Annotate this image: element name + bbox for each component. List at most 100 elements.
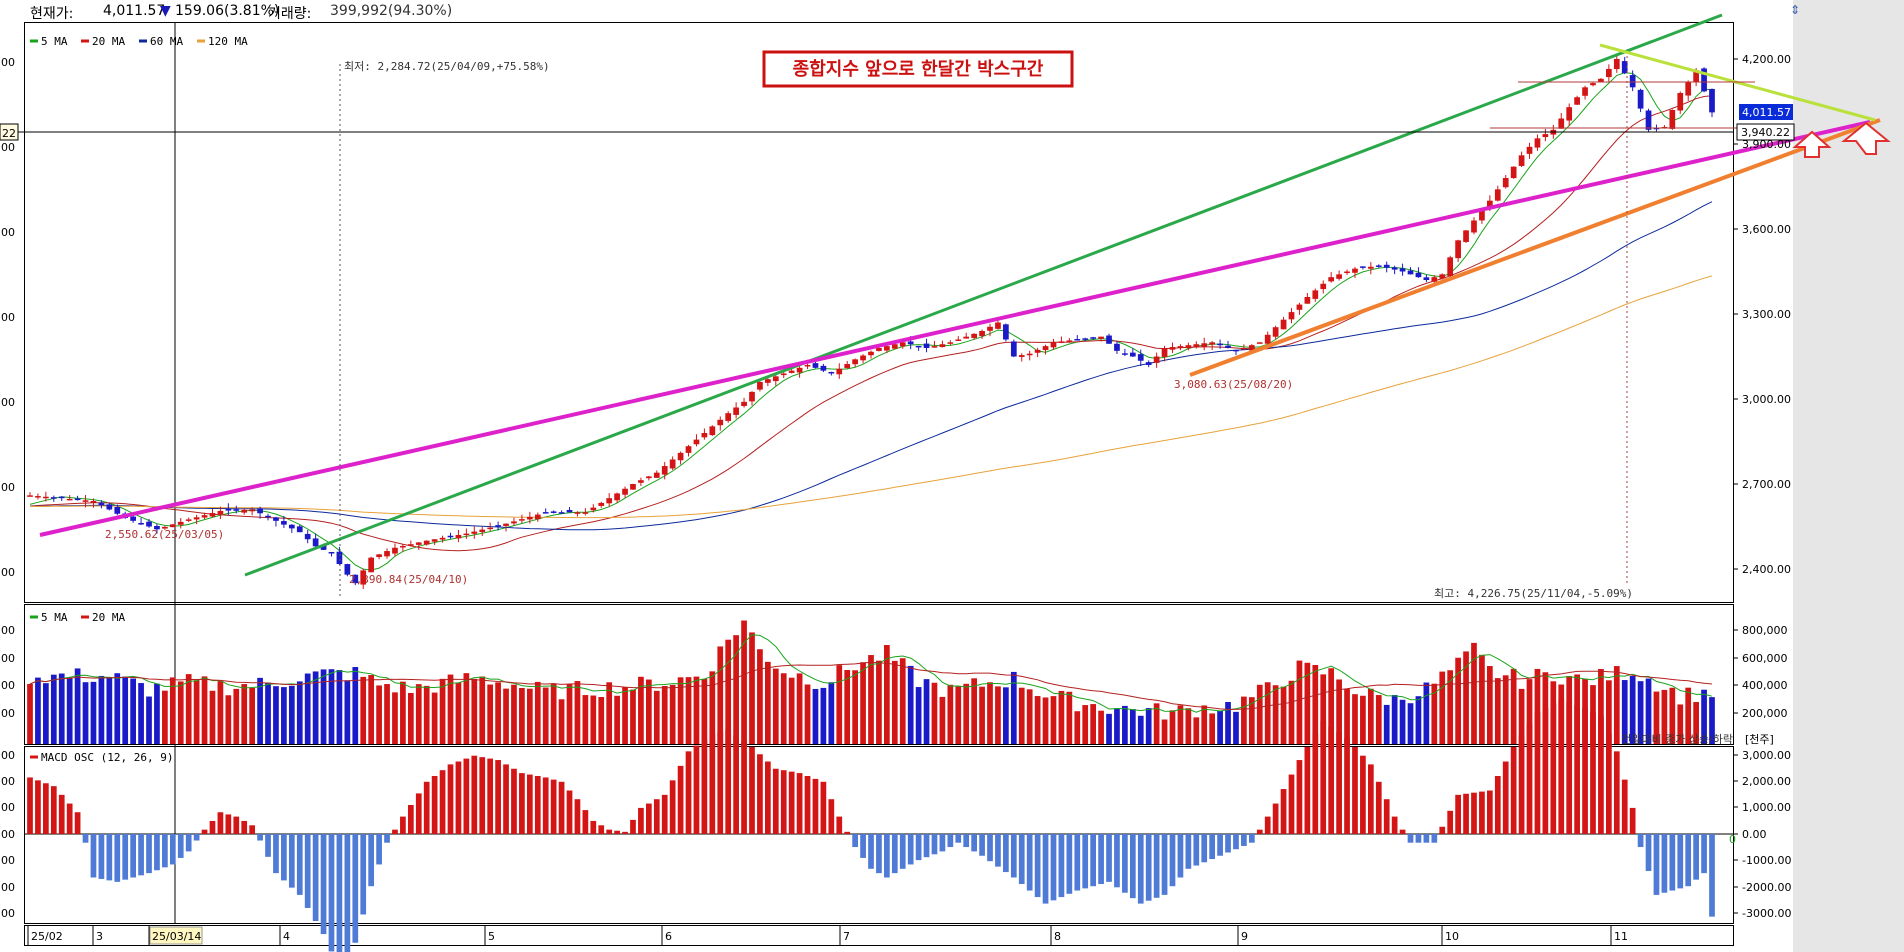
- macd-bar: [1367, 764, 1374, 834]
- left-macd-tick-label: 00: [1, 881, 15, 894]
- macd-bar: [693, 745, 700, 834]
- price-tick-label: 3,000.00: [1742, 393, 1791, 406]
- x-tick-label: 4: [283, 930, 290, 943]
- macd-bar: [1264, 816, 1271, 834]
- macd-bar: [645, 803, 652, 834]
- volume-bar: [534, 681, 541, 744]
- candle-body: [1526, 146, 1533, 154]
- volume-bar: [471, 678, 478, 744]
- candle-body: [542, 512, 549, 514]
- candle-body: [1502, 178, 1509, 188]
- macd-bar: [130, 834, 136, 878]
- macd-bar: [249, 825, 256, 834]
- candle-body: [1129, 352, 1136, 357]
- candle-body: [138, 522, 144, 525]
- candle-body: [836, 368, 843, 375]
- volume-bar: [1106, 713, 1112, 744]
- volume-bar: [1407, 703, 1414, 744]
- candle-body: [1098, 336, 1104, 339]
- candle-body: [1241, 348, 1247, 350]
- price-panel-frame: [24, 22, 1734, 603]
- legend-label: 120 MA: [208, 35, 248, 48]
- volume-bar: [1701, 689, 1707, 744]
- macd-bar: [717, 731, 724, 834]
- macd-bar: [947, 834, 954, 848]
- volume-tick-label: 200,000: [1742, 707, 1788, 720]
- left-macd-tick-label: 00: [1, 775, 15, 788]
- candle-body: [1312, 290, 1319, 299]
- volume-bar: [344, 680, 351, 744]
- candle-body: [638, 480, 644, 483]
- volume-bar: [415, 684, 422, 744]
- price-tick-label: 3,600.00: [1742, 223, 1791, 236]
- candle-body: [566, 509, 573, 513]
- info-bar: 현재가: 4,011.57 ▼ 159.06(3.81%) 거래량: 399,9…: [0, 0, 1735, 22]
- macd-bar: [1328, 726, 1335, 834]
- candle-body: [772, 376, 779, 382]
- macd-bar: [1288, 774, 1295, 834]
- candle-body: [1090, 337, 1097, 339]
- volume-bars: [27, 620, 1715, 744]
- candle-body: [368, 557, 375, 573]
- legend-label: 5 MA: [41, 35, 68, 48]
- candle-body: [1669, 110, 1676, 129]
- volume-bar: [1677, 704, 1684, 744]
- volume-bar: [907, 665, 914, 744]
- volume-bar: [979, 686, 985, 744]
- volume-bar: [955, 686, 962, 744]
- candle-body: [1709, 88, 1715, 113]
- scroll-arrow-icon[interactable]: ⇕: [1790, 3, 1800, 17]
- candle-body: [1653, 127, 1660, 130]
- panel-frames: [24, 22, 1734, 946]
- trend-line-green: [244, 13, 1723, 577]
- volume-bar: [265, 682, 271, 744]
- macd-bar: [162, 834, 168, 868]
- volume-bar: [249, 687, 256, 744]
- macd-bar: [1383, 799, 1390, 834]
- macd-bar: [1550, 703, 1557, 834]
- volume-bar: [1018, 687, 1025, 744]
- macd-bar: [995, 834, 1001, 867]
- macd-bar: [852, 834, 858, 848]
- candle-body: [1407, 270, 1414, 275]
- macd-bar: [979, 834, 985, 856]
- candle-body: [1248, 345, 1255, 351]
- macd-bar: [122, 834, 129, 880]
- left-volume-tick-label: 00: [1, 679, 15, 692]
- candle-body: [1439, 274, 1446, 279]
- candle-body: [1264, 334, 1271, 344]
- macd-bar: [1225, 834, 1231, 853]
- annotation-text: 종합지수 앞으로 한달간 박스구간: [793, 58, 1044, 80]
- macd-tick-label: 0.00: [1742, 828, 1767, 841]
- candle-body: [780, 373, 787, 376]
- low-annotation-c: 3,080.63(25/08/20): [1174, 378, 1293, 391]
- candle-body: [1153, 356, 1160, 363]
- volume-bar: [638, 676, 644, 744]
- candle-body: [43, 496, 49, 499]
- volume-bar: [1137, 715, 1144, 744]
- candle-body: [328, 552, 335, 554]
- volume-bar: [320, 669, 327, 744]
- left-macd-tick-label: 00: [1, 749, 15, 762]
- volume-bar: [511, 684, 517, 744]
- macd-bar: [1185, 834, 1192, 869]
- moving-averages: [29, 72, 1713, 571]
- macd-bar: [1423, 834, 1430, 843]
- candle-body: [1225, 345, 1231, 348]
- volume-bar: [1344, 688, 1350, 744]
- macd-bar: [74, 812, 81, 834]
- candle-body: [257, 508, 263, 514]
- candle-body: [749, 391, 755, 402]
- volume-legend: 5 MA 20 MA: [30, 611, 125, 624]
- candle-body: [1169, 347, 1176, 350]
- macd-bar: [534, 776, 541, 834]
- macd-bar: [296, 834, 303, 895]
- macd-bar: [1074, 834, 1081, 891]
- candle-body: [1280, 319, 1287, 330]
- candle-body: [765, 379, 771, 383]
- x-crosshair-tag: [149, 926, 203, 945]
- macd-bar: [907, 834, 914, 865]
- volume-bar: [257, 677, 263, 744]
- volume-bar: [288, 685, 295, 744]
